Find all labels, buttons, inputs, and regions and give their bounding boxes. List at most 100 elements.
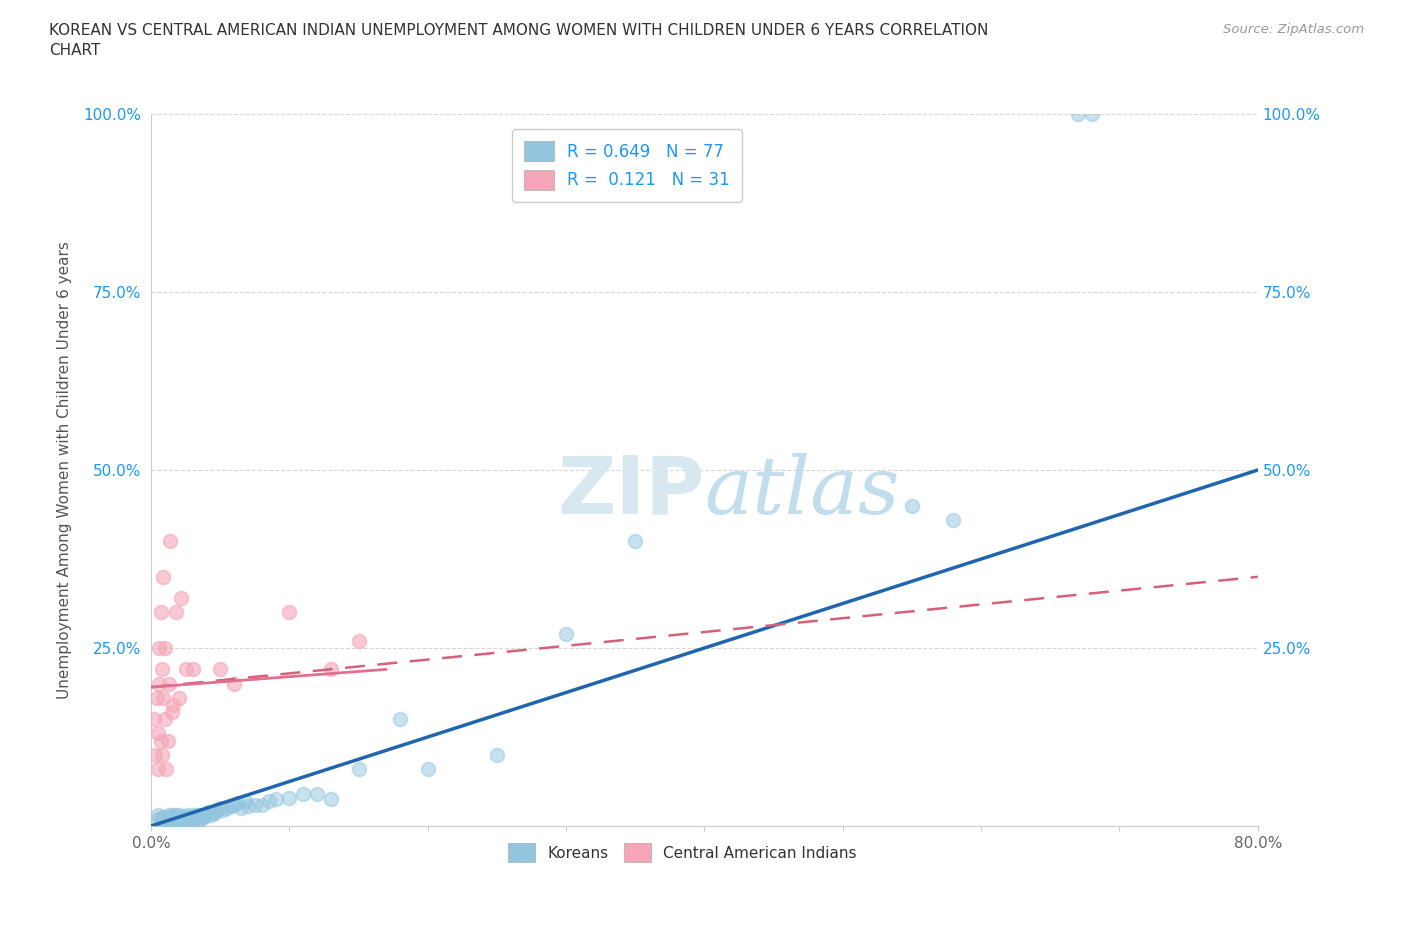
Point xyxy=(292,787,315,802)
Point xyxy=(177,812,200,827)
Point xyxy=(1067,107,1090,122)
Point xyxy=(166,812,188,827)
Point xyxy=(170,812,193,827)
Point xyxy=(183,812,205,827)
Point xyxy=(142,711,165,726)
Point xyxy=(181,662,204,677)
Point xyxy=(250,797,273,812)
Point xyxy=(167,690,190,705)
Point xyxy=(942,512,965,527)
Point xyxy=(155,762,177,777)
Point xyxy=(181,813,204,828)
Point xyxy=(264,791,287,806)
Point xyxy=(159,534,181,549)
Text: ZIP: ZIP xyxy=(557,452,704,530)
Point xyxy=(153,813,176,828)
Point xyxy=(173,812,195,827)
Point xyxy=(150,662,173,677)
Text: Source: ZipAtlas.com: Source: ZipAtlas.com xyxy=(1223,23,1364,36)
Point xyxy=(209,662,232,677)
Point xyxy=(149,733,172,748)
Point xyxy=(165,812,187,827)
Point xyxy=(167,812,190,827)
Point xyxy=(172,810,194,825)
Point xyxy=(153,641,176,656)
Point xyxy=(217,801,239,816)
Point xyxy=(146,808,169,823)
Point xyxy=(229,801,252,816)
Point xyxy=(197,804,219,819)
Point xyxy=(150,748,173,763)
Point xyxy=(555,626,578,641)
Point xyxy=(149,812,172,827)
Point xyxy=(153,810,176,825)
Point xyxy=(160,813,183,828)
Text: atlas: atlas xyxy=(704,453,900,530)
Point xyxy=(319,662,342,677)
Point xyxy=(901,498,924,513)
Point xyxy=(416,762,439,777)
Point xyxy=(146,762,169,777)
Point xyxy=(190,812,212,827)
Point xyxy=(160,705,183,720)
Point xyxy=(145,690,167,705)
Point xyxy=(347,762,370,777)
Point xyxy=(1081,107,1104,122)
Point xyxy=(236,799,259,814)
Point xyxy=(222,676,245,691)
Point xyxy=(162,812,184,827)
Legend: Koreans, Central American Indians: Koreans, Central American Indians xyxy=(502,837,863,869)
Point xyxy=(169,813,191,828)
Point xyxy=(257,793,280,808)
Point xyxy=(153,815,176,830)
Point xyxy=(485,748,508,763)
Point xyxy=(319,791,342,806)
Point xyxy=(150,813,173,828)
Point xyxy=(146,726,169,741)
Point xyxy=(184,810,207,825)
Point xyxy=(225,796,247,811)
Point xyxy=(157,676,180,691)
Point xyxy=(278,605,301,620)
Point xyxy=(159,812,181,827)
Point xyxy=(165,808,187,823)
Point xyxy=(162,698,184,712)
Point xyxy=(162,808,184,823)
Point xyxy=(165,605,187,620)
Point xyxy=(153,711,176,726)
Point xyxy=(155,812,177,827)
Point xyxy=(243,797,266,812)
Point xyxy=(233,793,256,808)
Point xyxy=(156,733,179,748)
Point xyxy=(188,812,211,827)
Point xyxy=(149,605,172,620)
Point xyxy=(167,815,190,830)
Point xyxy=(174,810,197,825)
Point xyxy=(156,812,179,827)
Point xyxy=(207,803,229,817)
Point xyxy=(152,569,174,584)
Point xyxy=(148,641,170,656)
Point xyxy=(143,748,166,763)
Point xyxy=(212,803,235,817)
Point xyxy=(170,591,193,605)
Point xyxy=(347,633,370,648)
Point xyxy=(202,804,225,819)
Point xyxy=(148,676,170,691)
Point xyxy=(179,810,201,825)
Point xyxy=(146,812,169,827)
Point xyxy=(219,799,242,814)
Point xyxy=(160,815,183,830)
Point xyxy=(204,805,226,820)
Y-axis label: Unemployment Among Women with Children Under 6 years: Unemployment Among Women with Children U… xyxy=(58,241,72,699)
Point xyxy=(157,808,180,823)
Point xyxy=(198,805,221,820)
Point xyxy=(163,813,186,828)
Point xyxy=(191,808,214,823)
Point xyxy=(152,690,174,705)
Point xyxy=(167,808,190,823)
Point xyxy=(278,790,301,805)
Point xyxy=(193,810,215,825)
Point xyxy=(200,808,222,823)
Text: KOREAN VS CENTRAL AMERICAN INDIAN UNEMPLOYMENT AMONG WOMEN WITH CHILDREN UNDER 6: KOREAN VS CENTRAL AMERICAN INDIAN UNEMPL… xyxy=(49,23,988,58)
